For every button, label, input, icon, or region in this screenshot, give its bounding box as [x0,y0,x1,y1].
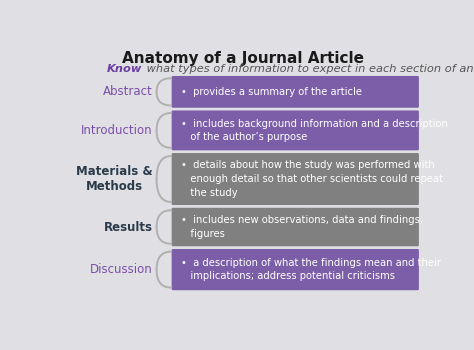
Text: Abstract: Abstract [103,85,153,98]
FancyBboxPatch shape [172,111,419,150]
Text: •  details about how the study was performed with
   enough detail so that other: • details about how the study was perfor… [181,160,443,198]
FancyBboxPatch shape [172,153,419,205]
Text: Introduction: Introduction [82,124,153,137]
Text: Results: Results [104,220,153,233]
Text: •  provides a summary of the article: • provides a summary of the article [181,87,362,97]
Text: what types of information to expect in each section of an article.: what types of information to expect in e… [143,64,474,74]
Text: Discussion: Discussion [90,263,153,276]
Text: Anatomy of a Journal Article: Anatomy of a Journal Article [122,51,364,66]
Text: Know: Know [107,64,142,74]
Text: •  includes background information and a description
   of the author’s purpose: • includes background information and a … [181,119,448,142]
Text: Materials &
Methods: Materials & Methods [76,165,153,193]
FancyBboxPatch shape [172,249,419,290]
Text: •  includes new observations, data and findings,
   figures: • includes new observations, data and fi… [181,215,423,239]
FancyBboxPatch shape [172,208,419,246]
Text: •  a description of what the findings mean and their
   implications; address po: • a description of what the findings mea… [181,258,441,281]
FancyBboxPatch shape [172,76,419,108]
